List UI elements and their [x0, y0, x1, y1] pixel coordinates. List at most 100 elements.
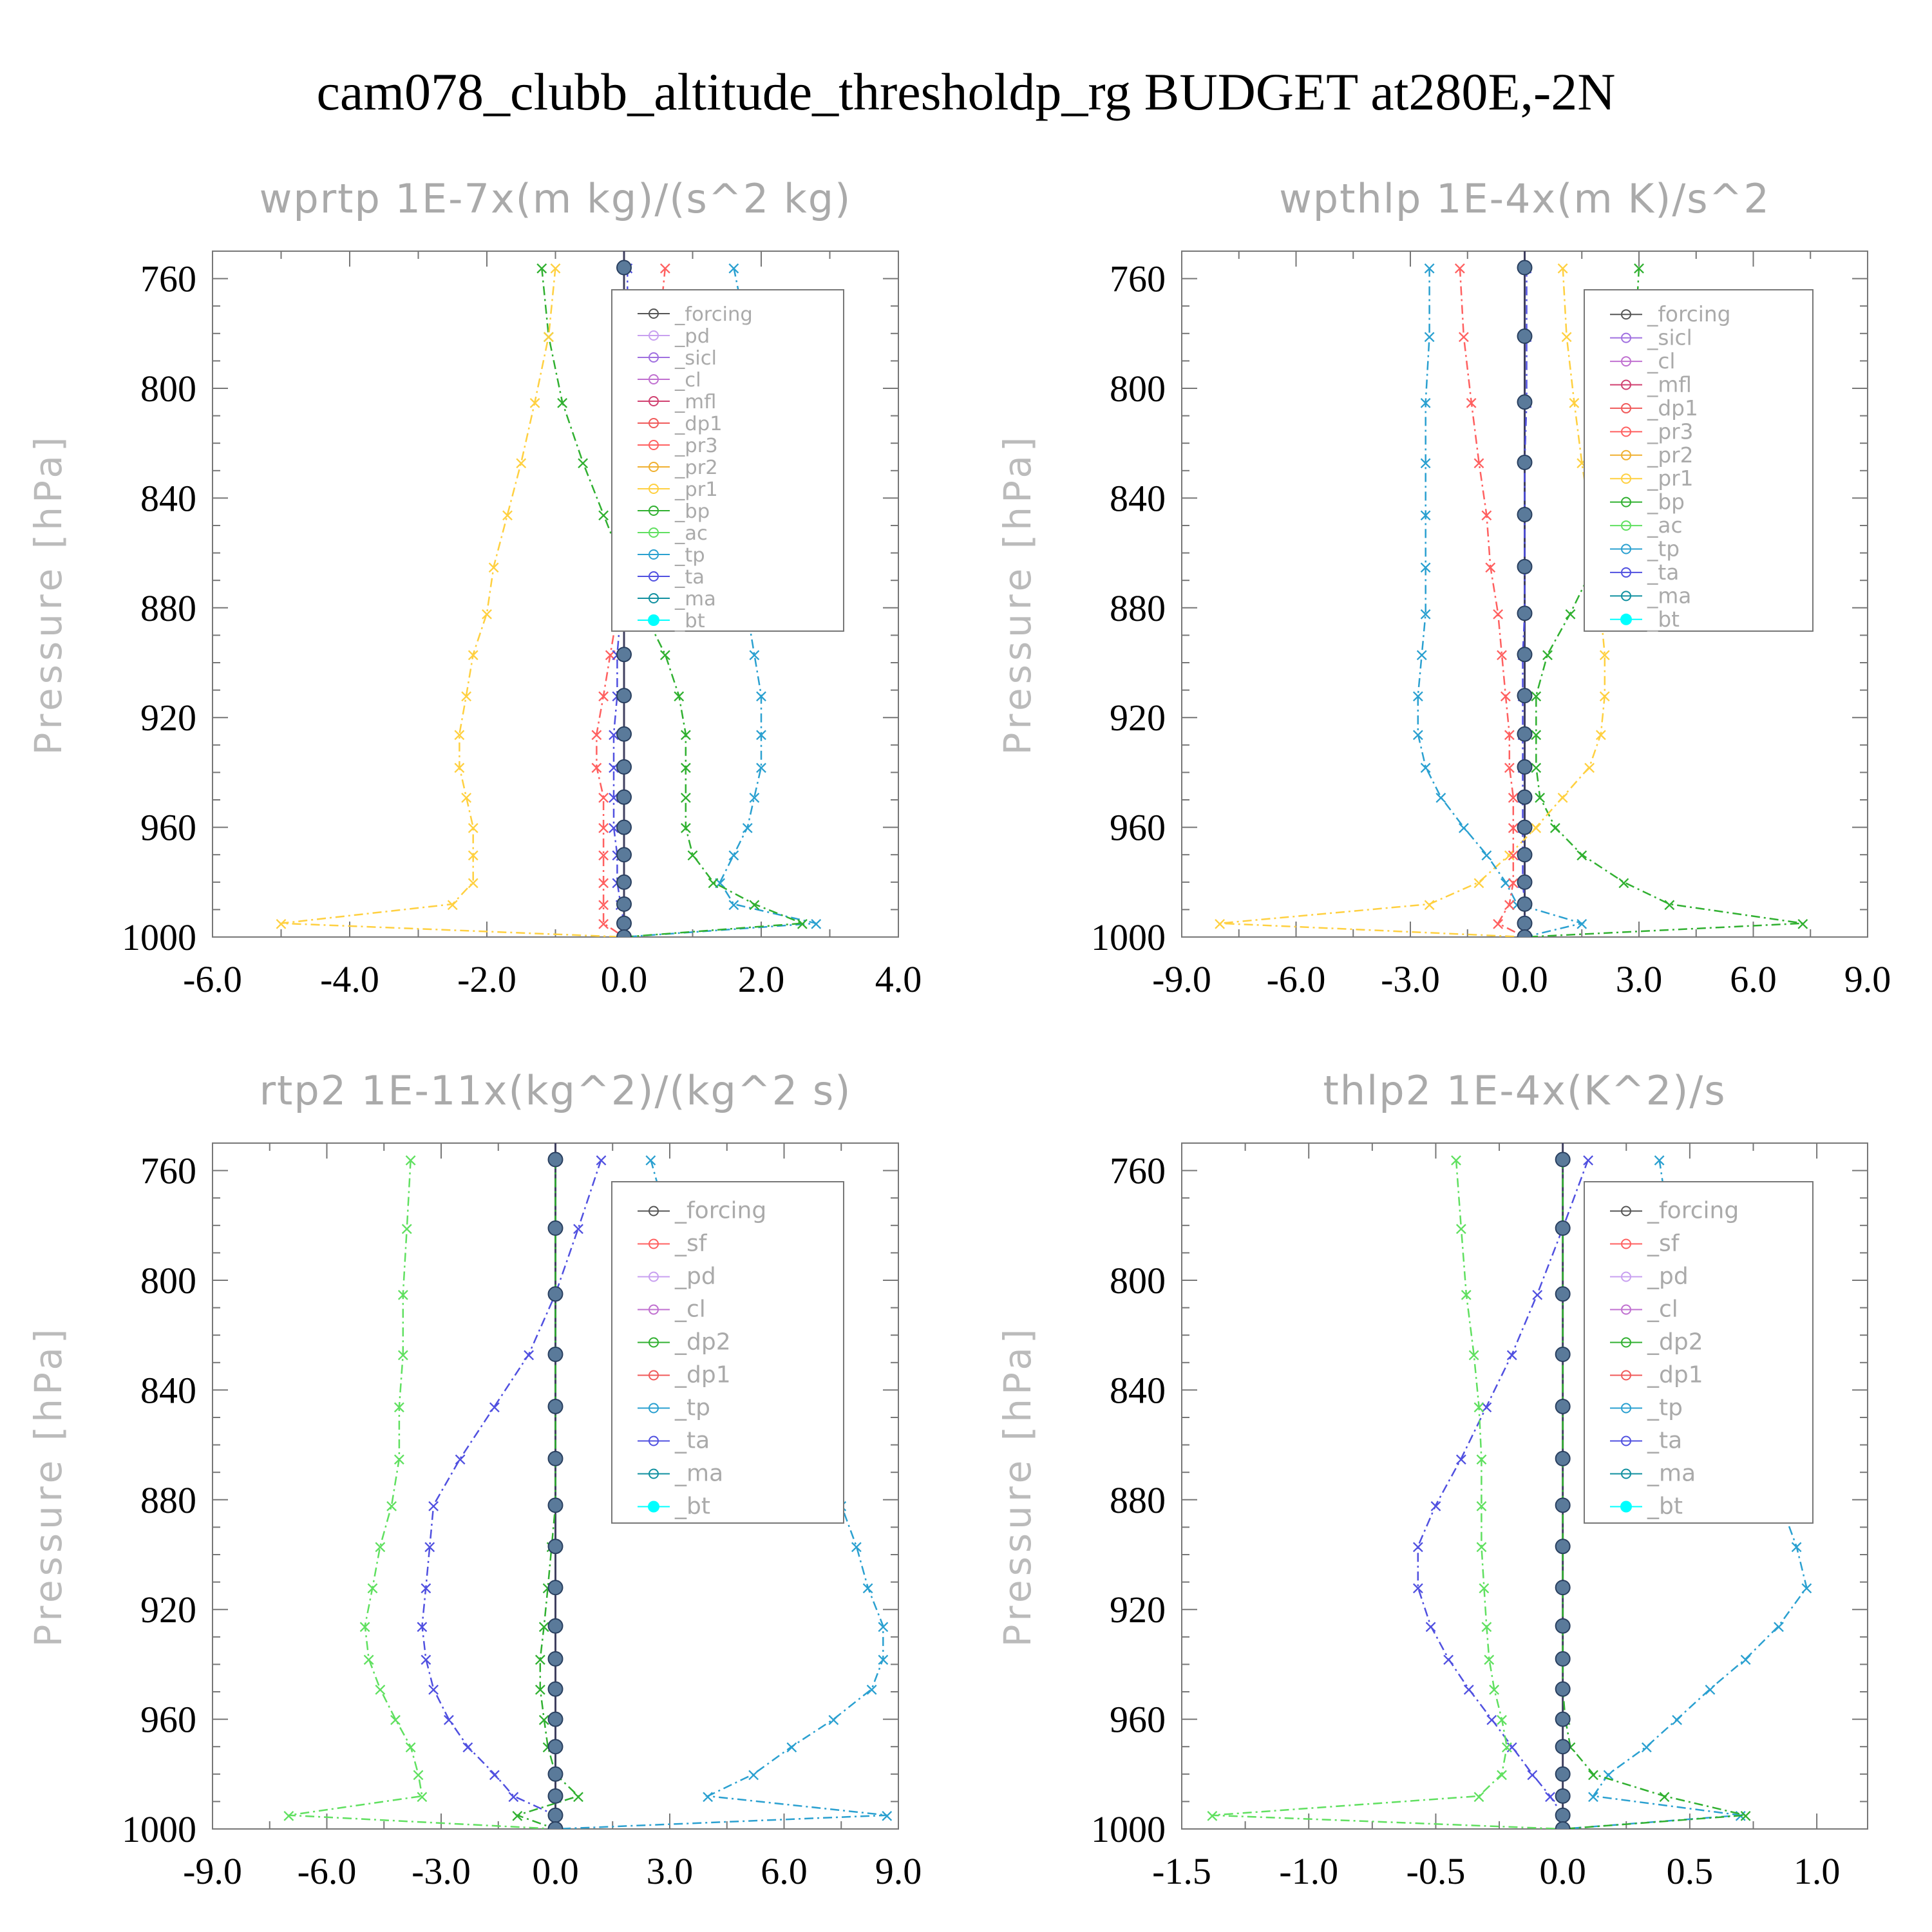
legend-marker — [1621, 473, 1631, 484]
data-point-bt — [1555, 1151, 1571, 1168]
x-tick-label: -0.5 — [1406, 1850, 1466, 1892]
y-tick-label: 960 — [140, 1699, 196, 1741]
data-point-pr3: × — [596, 872, 611, 893]
legend-marker — [1621, 450, 1631, 460]
legend-marker — [649, 1206, 659, 1217]
data-point-dp1: × — [1499, 1736, 1514, 1757]
x-tick-label: 0.0 — [1539, 1850, 1586, 1892]
data-point-tp: × — [1789, 1536, 1804, 1557]
legend-label: _pr3 — [674, 435, 718, 457]
x-tick-label: 3.0 — [1616, 958, 1663, 1000]
data-point-tp: × — [726, 844, 741, 866]
data-point-bt — [1555, 1651, 1571, 1667]
data-point-bt — [1517, 328, 1533, 345]
data-point-pr3: × — [1464, 392, 1479, 413]
chart-panel-4: thlp2 1E-4x(K^2)/s 760 800 840 880 920 960 1000… — [996, 1067, 1868, 1892]
data-point-bt — [1555, 1618, 1571, 1634]
data-point-pr3: × — [589, 757, 604, 778]
y-tick-label: 840 — [140, 477, 196, 519]
y-tick-label: 760 — [1110, 1150, 1166, 1192]
legend-marker — [649, 1435, 659, 1446]
data-point-tp: × — [747, 787, 762, 808]
data-point-tp: × — [726, 894, 741, 915]
data-point-bt — [1555, 1347, 1571, 1363]
data-point-bt — [547, 1711, 564, 1727]
legend-label: _ma — [674, 588, 716, 611]
data-point-bp: × — [747, 894, 762, 915]
data-point-tp: × — [1456, 817, 1471, 838]
data-point-pr1: × — [527, 392, 542, 413]
data-point-ta: × — [521, 1344, 536, 1365]
data-point-bt — [616, 896, 632, 912]
data-point-dp1: × — [361, 1649, 376, 1670]
data-point-bt — [616, 726, 632, 742]
data-point-tp: × — [1586, 1786, 1600, 1807]
legend-label: _ma — [1647, 583, 1691, 608]
legend-label: _sf — [1647, 1231, 1680, 1257]
data-point-dp1: × — [395, 1344, 410, 1365]
plot-frame — [1181, 1142, 1868, 1830]
data-point-tp: × — [826, 1709, 841, 1730]
legend-marker — [648, 1501, 659, 1513]
legend-marker — [1621, 497, 1631, 507]
x-tick-label: 1.0 — [1794, 1850, 1841, 1892]
data-point-pr3: × — [596, 844, 611, 866]
data-point-bt — [547, 1618, 564, 1634]
legend-marker — [1621, 1304, 1631, 1315]
legend-marker — [649, 418, 659, 428]
data-point-pr1: × — [466, 817, 480, 838]
legend-marker — [649, 396, 659, 406]
legend-marker — [1620, 1501, 1632, 1513]
data-point-bp: × — [795, 913, 810, 934]
data-point-tp: × — [1703, 1679, 1718, 1700]
data-point-bp: × — [706, 872, 721, 893]
data-point-tp: × — [746, 1764, 761, 1785]
y-tick-label: 840 — [1110, 477, 1166, 519]
data-point-pr3: × — [1494, 644, 1509, 665]
data-point-pr1: × — [500, 504, 515, 526]
data-point-bt — [616, 819, 632, 835]
data-point-bp: × — [1563, 603, 1578, 624]
data-point-tp: × — [726, 258, 741, 279]
legend-marker — [1621, 426, 1631, 437]
data-point-ta: × — [415, 1616, 430, 1637]
legend-label: _dp1 — [1647, 396, 1698, 421]
x-tick-label: -3.0 — [1381, 958, 1440, 1000]
data-point-dp2: × — [533, 1649, 547, 1670]
data-point-bp: × — [658, 644, 672, 665]
y-tick-label: 760 — [1110, 258, 1166, 300]
data-point-pr1: × — [445, 894, 460, 915]
data-point-tp: × — [753, 685, 768, 706]
data-point-tp: × — [1669, 1709, 1684, 1730]
data-point-bt — [547, 1450, 564, 1466]
data-point-bt — [547, 1286, 564, 1302]
legend-marker — [1621, 1271, 1631, 1282]
data-point-bt — [547, 1651, 564, 1667]
data-point-bp: × — [678, 787, 693, 808]
x-tick-label: -3.0 — [412, 1850, 471, 1892]
x-tick-label: -1.5 — [1152, 1850, 1211, 1892]
data-point-dp1: × — [365, 1577, 380, 1598]
panel-title: wpthlp 1E-4x(m K)/s^2 — [1279, 175, 1770, 222]
y-tick-label: 800 — [140, 1260, 196, 1302]
series-line-pr1 — [281, 267, 625, 937]
data-point-ta: × — [453, 1448, 468, 1470]
data-point-tp: × — [1601, 1764, 1616, 1785]
data-point-pr1: × — [1559, 326, 1574, 347]
legend-marker — [1621, 332, 1631, 343]
series-line-bp — [1524, 267, 1803, 937]
data-point-pr3: × — [1452, 258, 1467, 279]
legend-marker — [649, 462, 659, 472]
legend-label: _cl — [674, 369, 701, 392]
data-point-bt — [547, 1739, 564, 1755]
legend-label: _bp — [674, 500, 710, 523]
data-point-ta: × — [1525, 1764, 1540, 1785]
legend-label: _bt — [1647, 1493, 1683, 1520]
data-point-dp1: × — [384, 1495, 399, 1516]
data-point-pr1: × — [459, 787, 473, 808]
y-tick-label: 1000 — [1091, 916, 1166, 958]
data-point-dp1: × — [1474, 1536, 1489, 1557]
legend-label: _dp2 — [674, 1329, 731, 1356]
data-point-bt — [1517, 647, 1533, 663]
